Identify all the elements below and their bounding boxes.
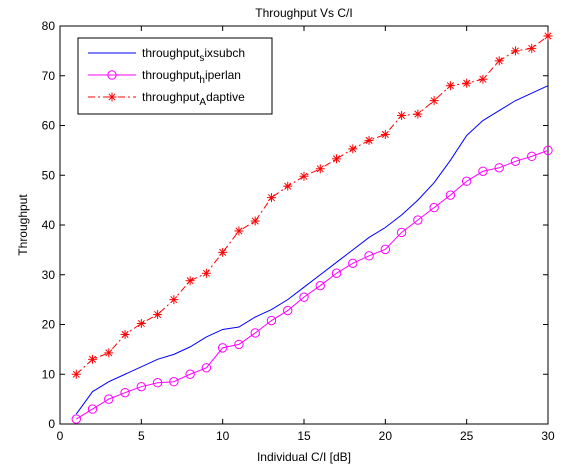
- data-point: [136, 381, 147, 392]
- data-point: [445, 81, 455, 91]
- data-point: [510, 156, 521, 167]
- y-tick-label: 50: [42, 168, 56, 182]
- legend-label: throughputhiperlan: [142, 68, 241, 86]
- series-adaptive: [71, 31, 553, 379]
- data-point: [218, 247, 228, 257]
- legend-label: throughputAdaptive: [142, 90, 245, 108]
- data-point: [266, 315, 277, 326]
- series-layer: [71, 31, 553, 424]
- data-point: [397, 111, 407, 121]
- y-tick-label: 80: [42, 19, 56, 33]
- data-point: [462, 78, 472, 88]
- data-point: [332, 154, 342, 164]
- x-axis: 0 5 10 15 20 25 30: [57, 26, 555, 443]
- data-point: [185, 369, 195, 379]
- x-tick-label: 10: [216, 429, 230, 443]
- data-point: [217, 343, 228, 353]
- data-point: [87, 404, 98, 414]
- data-point: [71, 414, 81, 424]
- data-point: [299, 292, 309, 302]
- y-tick-label: 70: [42, 69, 56, 83]
- data-point: [494, 56, 504, 66]
- data-point: [120, 329, 130, 339]
- data-point: [169, 295, 179, 305]
- data-point: [527, 43, 537, 53]
- y-axis: 0 10 20 30 40 50 60 70 80: [42, 19, 548, 431]
- data-point: [429, 96, 439, 106]
- y-tick-label: 30: [42, 268, 56, 282]
- data-point: [201, 268, 211, 278]
- data-point: [543, 31, 553, 41]
- data-point: [299, 171, 309, 181]
- x-tick-label: 30: [541, 429, 555, 443]
- x-tick-label: 0: [57, 429, 64, 443]
- data-point: [380, 129, 390, 139]
- legend-marker: [107, 92, 117, 102]
- data-point: [445, 190, 456, 200]
- data-point: [234, 226, 244, 236]
- chart-title: Throughput Vs C/I: [255, 6, 352, 20]
- data-point: [201, 363, 212, 373]
- legend-item: throughputhiperlan: [88, 68, 241, 86]
- y-tick-label: 40: [42, 218, 56, 232]
- legend: throughputsixsubch throughputhiperlan thro…: [77, 37, 273, 115]
- x-axis-label: Individual C/I [dB]: [257, 450, 351, 464]
- data-point: [543, 145, 553, 156]
- data-point: [315, 280, 325, 291]
- y-tick-label: 60: [42, 119, 56, 133]
- series-line: [75, 85, 549, 415]
- data-point: [250, 216, 260, 226]
- x-tick-label: 25: [460, 429, 474, 443]
- data-point: [478, 166, 488, 176]
- data-point: [104, 348, 114, 358]
- data-point: [461, 176, 472, 186]
- data-point: [315, 164, 325, 174]
- data-point: [331, 268, 342, 278]
- legend-label: throughputsixsubch: [142, 46, 245, 64]
- data-point: [104, 394, 114, 404]
- data-point: [429, 202, 439, 213]
- data-point: [380, 244, 391, 255]
- y-tick-label: 10: [42, 367, 56, 381]
- data-point: [266, 193, 276, 203]
- data-point: [510, 46, 520, 56]
- data-point: [250, 328, 260, 338]
- data-point: [348, 144, 358, 154]
- data-point: [283, 305, 293, 316]
- data-point: [169, 377, 179, 387]
- legend-marker: [107, 70, 117, 80]
- data-point: [234, 339, 244, 350]
- data-point: [152, 378, 163, 388]
- x-tick-label: 20: [379, 429, 393, 443]
- data-point: [364, 251, 374, 261]
- data-point: [413, 215, 423, 225]
- x-tick-label: 15: [297, 429, 311, 443]
- data-point: [364, 135, 374, 145]
- legend-box: [77, 37, 273, 115]
- y-axis-label: Throughput: [16, 194, 30, 256]
- series-line: [75, 35, 549, 375]
- y-tick-label: 20: [42, 318, 56, 332]
- data-point: [153, 310, 163, 320]
- data-point: [413, 109, 423, 119]
- data-point: [120, 387, 130, 398]
- legend-item: throughputsixsubch: [88, 46, 245, 64]
- data-point: [185, 276, 195, 286]
- data-point: [88, 354, 98, 364]
- data-point: [136, 319, 146, 329]
- y-tick-label: 0: [48, 417, 55, 431]
- data-point: [396, 227, 407, 238]
- series-hiperlan: [71, 145, 553, 424]
- legend-item: throughputAdaptive: [88, 90, 245, 108]
- data-point: [527, 151, 537, 162]
- series-sixsubch: [75, 85, 549, 415]
- data-point: [478, 74, 488, 84]
- data-point: [348, 258, 358, 269]
- data-point: [494, 163, 504, 173]
- x-tick-label: 5: [138, 429, 145, 443]
- data-point: [283, 181, 293, 191]
- series-line: [76, 149, 549, 420]
- data-point: [71, 369, 81, 379]
